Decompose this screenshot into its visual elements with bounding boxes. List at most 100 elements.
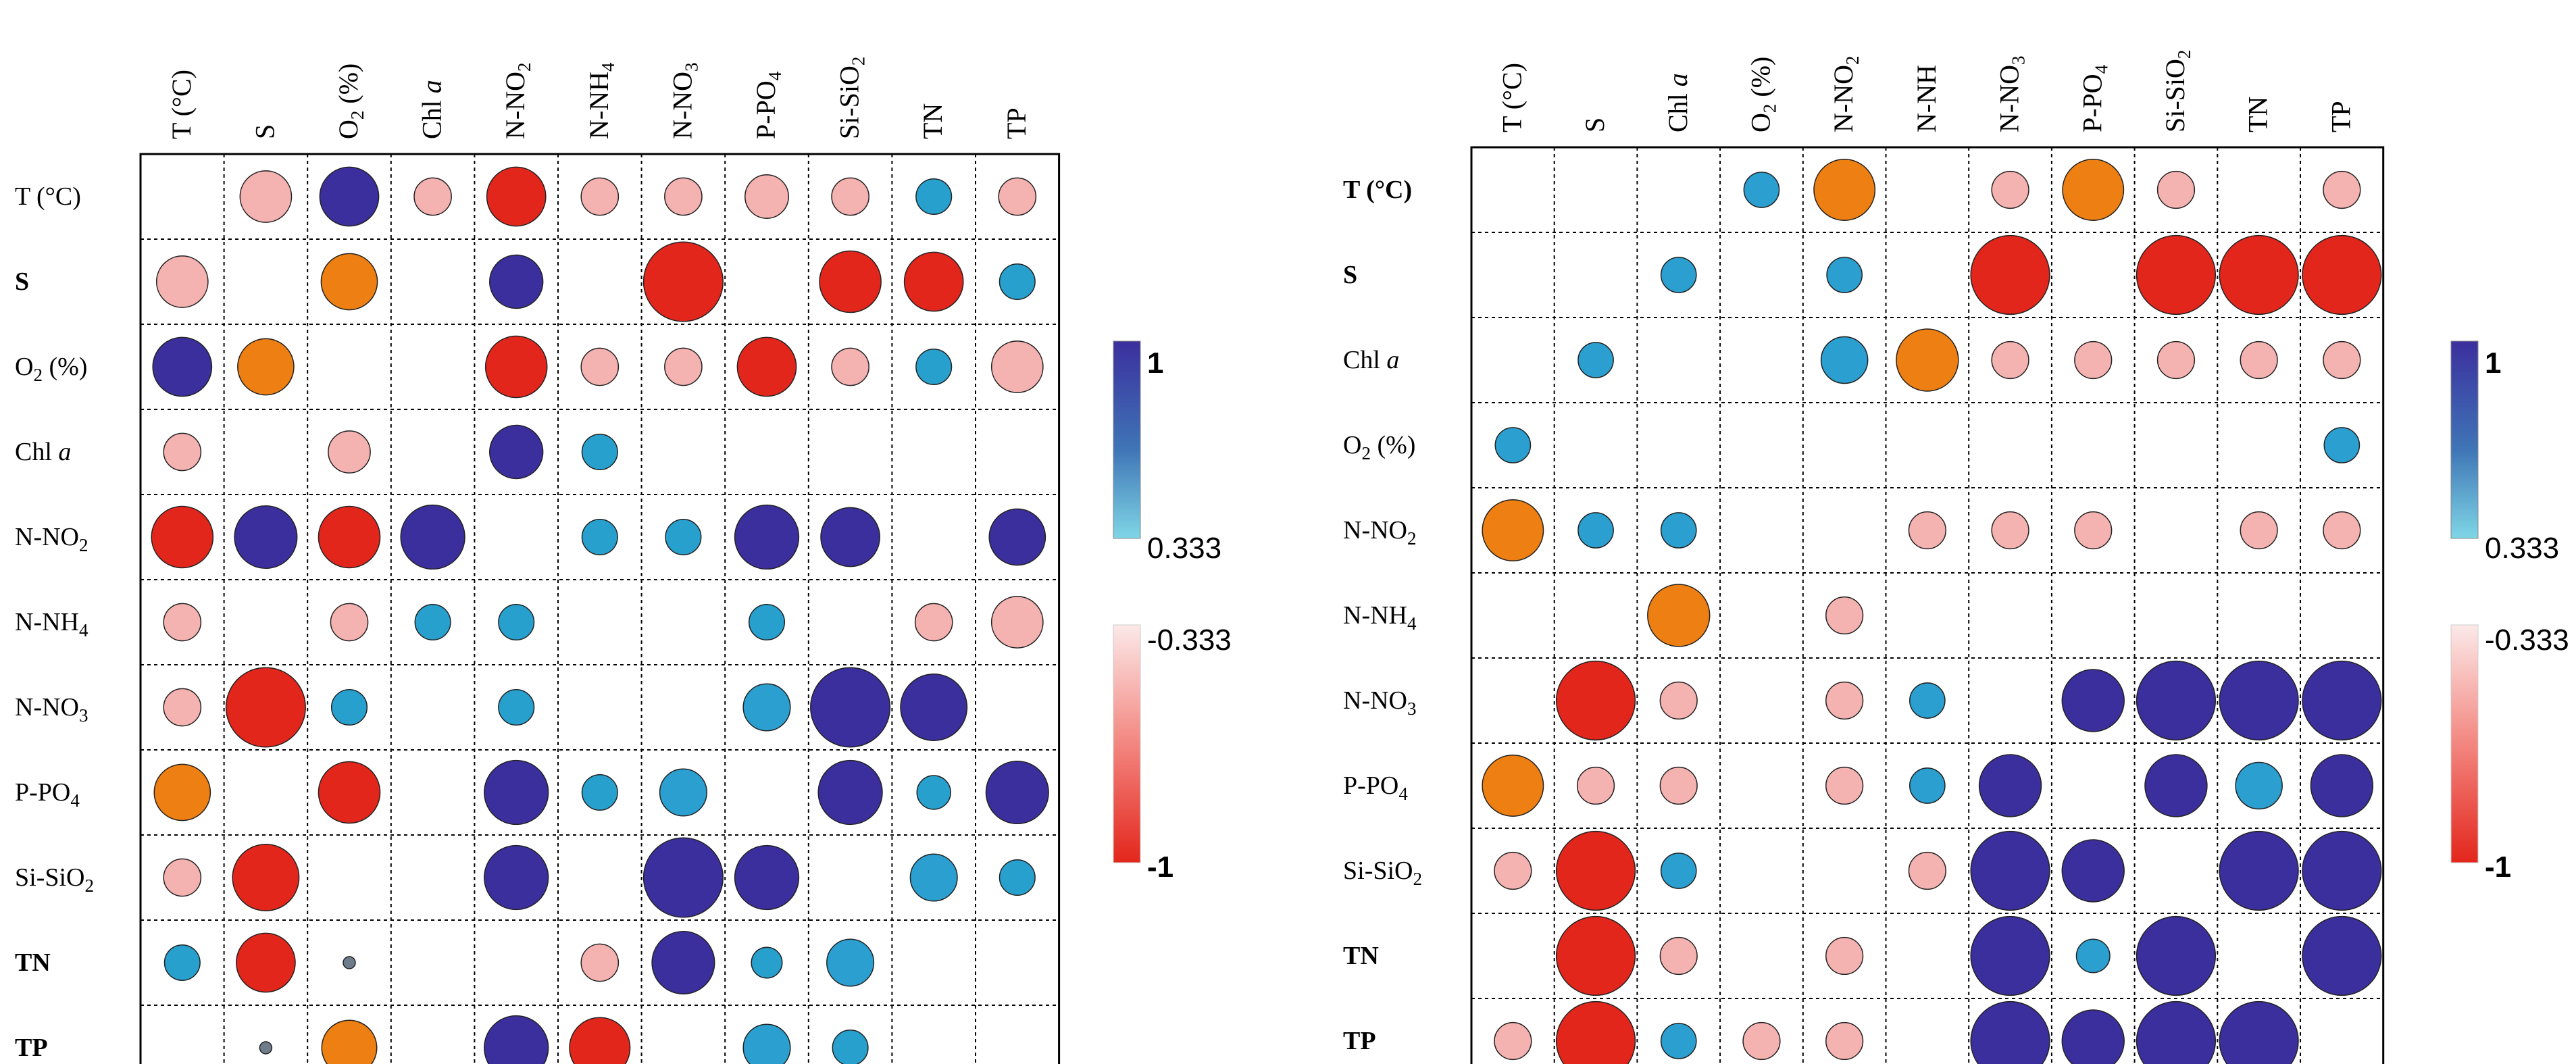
correlation-bubble bbox=[1970, 830, 2050, 911]
correlation-bubble bbox=[915, 348, 953, 386]
correlation-bubble bbox=[651, 930, 715, 995]
row-label: N-NO3 bbox=[15, 693, 88, 726]
right-legend-positive-bar bbox=[2450, 340, 2479, 539]
correlation-bubble bbox=[734, 844, 800, 911]
correlation-bubble bbox=[665, 518, 702, 556]
correlation-bubble bbox=[486, 166, 547, 227]
correlation-bubble bbox=[343, 956, 356, 969]
label-text: P-PO bbox=[751, 80, 781, 139]
correlation-bubble bbox=[319, 166, 380, 227]
label-text: TN bbox=[2243, 97, 2273, 132]
label-text: P-PO bbox=[2077, 74, 2107, 132]
row-label: N-NO3 bbox=[1343, 686, 1416, 719]
correlation-bubble bbox=[414, 603, 451, 641]
correlation-bubble bbox=[237, 338, 295, 396]
row-label: TP bbox=[15, 1034, 48, 1062]
label-text: TP bbox=[1001, 107, 1032, 139]
correlation-bubble bbox=[581, 518, 618, 556]
label-text: TP bbox=[2325, 101, 2356, 132]
row-label: N-NO2 bbox=[15, 523, 88, 555]
label-suffix: (%) bbox=[1745, 57, 1775, 104]
row-label: Chl a bbox=[1343, 346, 1399, 374]
row-label: O2 (%) bbox=[15, 353, 87, 385]
label-subscript: 2 bbox=[347, 111, 368, 120]
correlation-bubble bbox=[581, 433, 618, 471]
correlation-bubble bbox=[163, 432, 202, 472]
row-label: Chl a bbox=[15, 438, 71, 466]
label-text: N-NO bbox=[667, 72, 697, 139]
correlation-bubble bbox=[832, 1029, 869, 1064]
correlation-bubble bbox=[1908, 851, 1946, 890]
matrix-frame bbox=[139, 153, 1061, 1064]
label-text: Si-SiO bbox=[1343, 857, 1413, 885]
correlation-bubble bbox=[2323, 170, 2361, 209]
label-subscript: 2 bbox=[1413, 869, 1422, 889]
row-label: N-NH4 bbox=[1343, 601, 1417, 634]
column-label: N-NH4 bbox=[584, 62, 618, 139]
correlation-bubble bbox=[1825, 596, 1864, 635]
label-text: Si-SiO bbox=[2160, 59, 2190, 132]
correlation-bubble bbox=[1991, 511, 2029, 550]
left-legend-tick-1: 1 bbox=[1147, 347, 1163, 380]
label-subscript: 2 bbox=[79, 535, 89, 555]
label-subscript: 3 bbox=[2009, 56, 2029, 66]
correlation-bubble bbox=[1813, 159, 1876, 221]
correlation-bubble bbox=[1482, 499, 1544, 561]
label-subscript: 4 bbox=[2091, 64, 2111, 74]
correlation-bubble bbox=[1991, 170, 2029, 209]
correlation-bubble bbox=[1660, 1023, 1697, 1059]
correlation-bubble bbox=[1494, 1021, 1532, 1061]
correlation-bubble bbox=[2219, 234, 2299, 315]
label-subscript: 2 bbox=[1842, 56, 1863, 66]
correlation-bubble bbox=[2061, 839, 2125, 903]
correlation-bubble bbox=[2074, 340, 2113, 380]
row-label: O2 (%) bbox=[1343, 431, 1415, 463]
label-text: TP bbox=[15, 1034, 48, 1062]
label-subscript: 2 bbox=[1407, 528, 1417, 549]
right-legend-tick-0333: 0.333 bbox=[2485, 532, 2559, 565]
correlation-bubble bbox=[998, 177, 1037, 216]
correlation-bubble bbox=[810, 667, 891, 748]
correlation-bubble bbox=[1555, 830, 1636, 911]
correlation-bubble bbox=[999, 859, 1036, 896]
label-subscript: 2 bbox=[33, 365, 43, 385]
correlation-bubble bbox=[2240, 340, 2278, 380]
correlation-bubble bbox=[163, 603, 202, 642]
row-label: T (°C) bbox=[15, 182, 81, 211]
correlation-bubble bbox=[569, 1017, 631, 1064]
label-subscript: 3 bbox=[79, 705, 89, 726]
correlation-bubble bbox=[1660, 257, 1697, 293]
left-color-legend: 1 0.333 -0.333 -1 bbox=[1113, 340, 1232, 884]
row-label: P-PO4 bbox=[15, 778, 80, 811]
correlation-bubble bbox=[498, 603, 535, 641]
correlation-bubble bbox=[2136, 234, 2217, 315]
correlation-bubble bbox=[1909, 767, 1946, 804]
row-label: S bbox=[1343, 261, 1357, 289]
label-subscript: 4 bbox=[598, 62, 618, 72]
row-label: T (°C) bbox=[1343, 176, 1412, 204]
correlation-bubble bbox=[744, 174, 789, 219]
correlation-bubble bbox=[1970, 915, 2050, 996]
label-subscript: 4 bbox=[70, 790, 80, 811]
correlation-bubble bbox=[2235, 761, 2283, 810]
row-label: TP bbox=[1343, 1027, 1376, 1055]
label-text: N-NO bbox=[1343, 686, 1407, 715]
label-text: P-PO bbox=[15, 778, 70, 807]
row-label: P-PO4 bbox=[1343, 771, 1408, 804]
column-label: P-PO4 bbox=[2077, 64, 2111, 132]
label-text: TN bbox=[1343, 942, 1379, 970]
correlation-bubble bbox=[1482, 755, 1544, 817]
correlation-bubble bbox=[2136, 660, 2217, 741]
label-text: T (°C) bbox=[166, 70, 197, 139]
column-label: N-NO3 bbox=[1994, 56, 2029, 132]
correlation-bubble bbox=[1970, 234, 2050, 315]
correlation-bubble bbox=[1494, 427, 1532, 463]
label-subscript: 2 bbox=[1361, 443, 1371, 463]
correlation-bubble bbox=[581, 774, 618, 811]
column-label: O2 (%) bbox=[1745, 57, 1779, 132]
correlation-bubble bbox=[2074, 511, 2113, 550]
left-legend-positive-bar bbox=[1113, 340, 1141, 539]
correlation-bubble bbox=[1555, 915, 1636, 996]
